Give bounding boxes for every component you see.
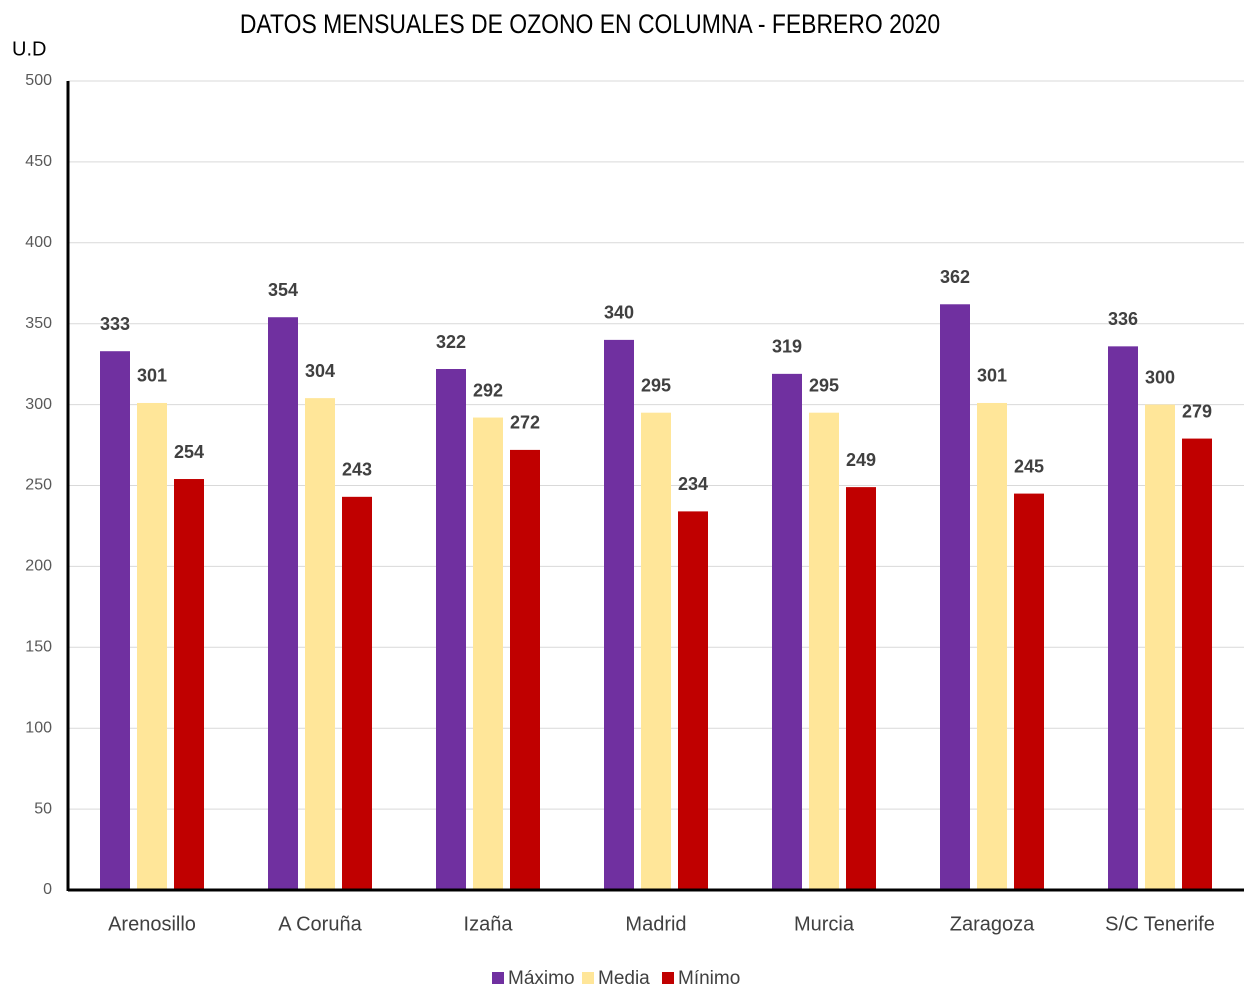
data-label: 272 <box>510 413 540 433</box>
data-label: 243 <box>342 460 372 480</box>
bar <box>977 402 1007 890</box>
x-tick-label: Madrid <box>625 913 686 935</box>
data-label: 292 <box>473 380 503 400</box>
legend-label: Mínimo <box>678 968 740 989</box>
y-axis-label: U.D <box>12 38 46 60</box>
data-label: 354 <box>268 280 298 300</box>
data-label: 333 <box>100 314 130 334</box>
y-tick-label: 200 <box>25 558 52 575</box>
x-tick-label: A Coruña <box>278 913 362 935</box>
bar <box>1182 438 1212 890</box>
bar <box>305 398 335 890</box>
data-label: 304 <box>305 361 335 381</box>
bar <box>100 351 130 890</box>
y-tick-label: 350 <box>25 315 52 332</box>
x-tick-label: Murcia <box>794 913 855 935</box>
data-label: 234 <box>678 474 708 494</box>
bar <box>137 402 167 890</box>
legend-label: Media <box>598 968 650 989</box>
data-label: 249 <box>846 450 876 470</box>
y-tick-label: 150 <box>25 639 52 656</box>
y-tick-label: 50 <box>34 800 52 817</box>
bar <box>342 496 372 890</box>
y-tick-label: 450 <box>25 153 52 170</box>
data-label: 336 <box>1108 309 1138 329</box>
y-tick-label: 400 <box>25 234 52 251</box>
data-label: 295 <box>641 375 671 395</box>
legend-label: Máximo <box>508 968 575 989</box>
bar <box>678 511 708 890</box>
data-label: 279 <box>1182 401 1212 421</box>
bar <box>1014 493 1044 890</box>
legend-swatch <box>662 972 674 984</box>
y-tick-label: 500 <box>25 72 52 89</box>
bar <box>510 449 540 890</box>
bar <box>772 373 802 890</box>
bar <box>174 479 204 890</box>
data-label: 301 <box>137 366 167 386</box>
data-label: 322 <box>436 332 466 352</box>
data-label: 300 <box>1145 367 1175 387</box>
data-label: 301 <box>977 366 1007 386</box>
data-label: 254 <box>174 442 204 462</box>
data-label: 319 <box>772 337 802 357</box>
bar <box>846 487 876 890</box>
x-tick-label: Arenosillo <box>108 913 196 935</box>
data-label: 245 <box>1014 456 1044 476</box>
bar <box>809 412 839 890</box>
bar <box>1108 346 1138 890</box>
legend-swatch <box>492 972 504 984</box>
x-tick-label: S/C Tenerife <box>1105 913 1215 935</box>
y-tick-label: 0 <box>43 881 52 898</box>
y-tick-label: 100 <box>25 719 52 736</box>
bar <box>1145 404 1175 890</box>
legend-swatch <box>582 972 594 984</box>
bar <box>268 317 298 890</box>
y-tick-label: 300 <box>25 396 52 413</box>
data-label: 362 <box>940 267 970 287</box>
bar <box>641 412 671 890</box>
bar <box>473 417 503 890</box>
bar <box>940 304 970 890</box>
bar <box>436 369 466 890</box>
data-label: 340 <box>604 303 634 323</box>
bar <box>604 339 634 890</box>
y-tick-label: 250 <box>25 477 52 494</box>
data-label: 295 <box>809 375 839 395</box>
chart-title: DATOS MENSUALES DE OZONO EN COLUMNA - FE… <box>240 9 940 39</box>
x-tick-label: Izaña <box>464 913 514 935</box>
x-tick-label: Zaragoza <box>950 913 1035 935</box>
